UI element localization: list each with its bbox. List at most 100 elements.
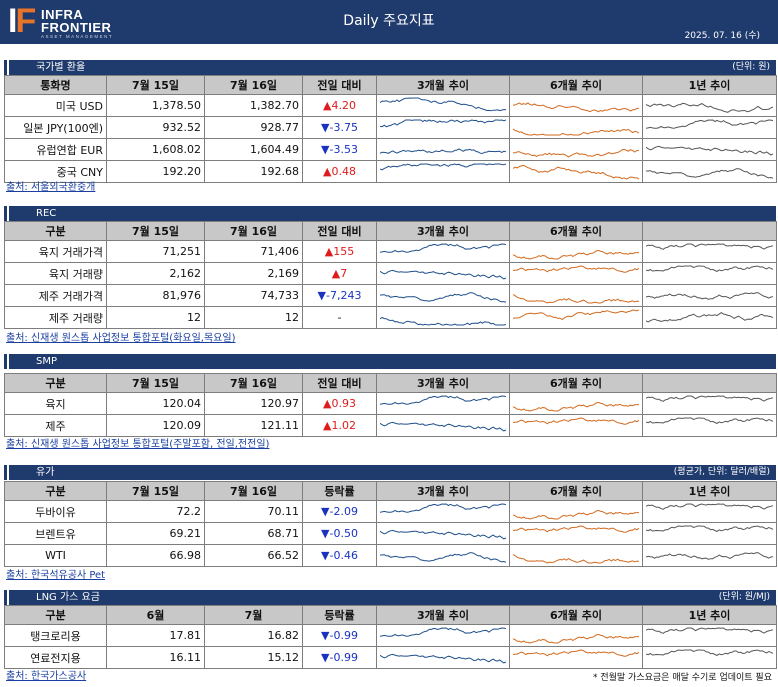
sparkline-6m-chart (513, 128, 639, 136)
column-header: 전일 대비 (302, 75, 377, 95)
change-cell: ▼-7,243 (302, 284, 377, 307)
previous-value: 1,378.50 (106, 94, 205, 117)
sparkline-1y-chart (646, 265, 773, 272)
sparkline-trace (380, 243, 506, 253)
lng-table: 구분 6월 7월 등락률 3개월 추이 6개월 추이 1년 추이 탱크로리용 17.81 16.8… (4, 605, 777, 669)
row-label: 두바이유 (4, 500, 107, 523)
sparkline-trace (513, 417, 639, 425)
sparkline-trace (646, 265, 773, 272)
source-link-oil[interactable]: 출처: 한국석유공사 Pet (6, 570, 106, 581)
sparkline-1y-chart (646, 243, 773, 250)
column-header (642, 221, 777, 241)
current-value: 192.68 (204, 160, 303, 183)
change-cell: ▲0.48 (302, 160, 377, 183)
previous-value: 192.20 (106, 160, 205, 183)
sparkline-1y (642, 262, 777, 285)
sparkline-3m-chart (380, 653, 506, 664)
sparkline-trace (380, 269, 506, 280)
sparkline-1y (642, 646, 777, 669)
previous-value: 120.09 (106, 414, 205, 437)
sparkline-trace (513, 293, 639, 304)
sparkline-trace (380, 292, 506, 303)
sparkline-1y (642, 94, 777, 117)
source-link-rec[interactable]: 출처: 신재생 원스톱 사업정보 통합포털(화요일,목요일) (6, 333, 236, 344)
column-header: 7월 15일 (106, 75, 205, 95)
fx-table: 통화명 7월 15일 7월 16일 전일 대비 3개월 추이 6개월 추이 1년 추이 미국 … (4, 75, 777, 183)
logo-text-line3: ASSET MANAGEMENT (41, 34, 114, 39)
column-header: 6개월 추이 (509, 221, 643, 241)
source-link-fx[interactable]: 출처: 서울외국환중개 (6, 182, 96, 193)
table-row: 일본 JPY(100엔) 932.52 928.77 ▼-3.75 (4, 116, 777, 139)
sparkline-3m-chart (380, 97, 506, 112)
sparkline-1y (642, 284, 777, 307)
column-header: 구분 (4, 373, 107, 393)
sparkline-3m-chart (380, 503, 506, 513)
sparkline-trace (646, 145, 773, 156)
sparkline-1y-chart (646, 168, 773, 179)
column-header: 구분 (4, 605, 107, 625)
down-triangle-icon: ▼ (321, 651, 330, 664)
sparkline-trace (513, 102, 639, 113)
column-header (642, 373, 777, 393)
sparkline-trace (513, 148, 639, 158)
row-label: 제주 거래량 (4, 306, 107, 329)
column-header: 1년 추이 (642, 75, 777, 95)
sparkline-trace (513, 649, 639, 657)
change-value: 0.93 (331, 397, 356, 410)
section-header-oil: 유가 (평균가, 단위: 달러/배럴) (4, 465, 776, 480)
sparkline-trace (646, 503, 773, 510)
current-value: 71,406 (204, 240, 303, 263)
change-value: -7,243 (326, 289, 362, 302)
sparkline-6m (509, 522, 643, 545)
sparkline-1y-chart (646, 292, 773, 300)
current-value: 928.77 (204, 116, 303, 139)
sparkline-trace (513, 525, 639, 533)
sparkline-trace (513, 265, 639, 273)
change-value: -0.50 (329, 527, 358, 540)
change-cell: ▼-0.50 (302, 522, 377, 545)
row-label: 일본 JPY(100엔) (4, 116, 107, 139)
sparkline-6m (509, 624, 643, 647)
sparkline-trace (646, 102, 773, 113)
table-row: 중국 CNY 192.20 192.68 ▲0.48 (4, 160, 777, 183)
sparkline-1y (642, 240, 777, 263)
sparkline-trace (646, 168, 773, 179)
table-row: 제주 거래가격 81,976 74,733 ▼-7,243 (4, 284, 777, 307)
source-link-lng[interactable]: 출처: 한국가스공사 (6, 671, 87, 682)
down-triangle-icon: ▼ (321, 143, 330, 156)
section-title: SMP (36, 356, 58, 367)
change-value: 1.02 (331, 419, 356, 432)
change-value: 7 (340, 267, 348, 280)
current-value: 1,604.49 (204, 138, 303, 161)
sparkline-6m-chart (513, 102, 639, 113)
sparkline-trace (513, 128, 639, 136)
table-header-row: 구분 7월 15일 7월 16일 등락률 3개월 추이 6개월 추이 1년 추이 (4, 481, 777, 501)
sparkline-6m-chart (513, 309, 639, 321)
sparkline-trace (380, 503, 506, 513)
table-row: 유럽연합 EUR 1,608.02 1,604.49 ▼-3.53 (4, 138, 777, 161)
sparkline-1y (642, 160, 777, 183)
sparkline-6m-chart (513, 148, 639, 158)
column-header: 3개월 추이 (376, 605, 510, 625)
sparkline-1y (642, 414, 777, 437)
section-header-rec: REC (4, 206, 776, 221)
table-row: 브렌트유 69.21 68.71 ▼-0.50 (4, 522, 777, 545)
sparkline-3m (376, 116, 510, 139)
change-cell: ▼-0.99 (302, 624, 377, 647)
column-header: 6개월 추이 (509, 373, 643, 393)
up-triangle-icon: ▲ (323, 397, 332, 410)
sparkline-1y-chart (646, 417, 773, 424)
sparkline-6m-chart (513, 649, 639, 657)
section-title: LNG 가스 요금 (36, 592, 100, 603)
row-label: 제주 (4, 414, 107, 437)
page-header: IF INFRA FRONTIER ASSET MANAGEMENT Daily… (0, 0, 778, 44)
sparkline-trace (380, 653, 506, 664)
source-link-smp[interactable]: 출처: 신재생 원스톱 사업정보 통합포털(주말포함, 전일,전전일) (6, 439, 270, 450)
current-value: 68.71 (204, 522, 303, 545)
sparkline-trace (380, 119, 506, 128)
sparkline-1y-chart (646, 102, 773, 113)
company-logo: IF INFRA FRONTIER ASSET MANAGEMENT (8, 2, 158, 42)
previous-value: 71,251 (106, 240, 205, 263)
sparkline-trace (513, 401, 639, 412)
sparkline-1y (642, 116, 777, 139)
